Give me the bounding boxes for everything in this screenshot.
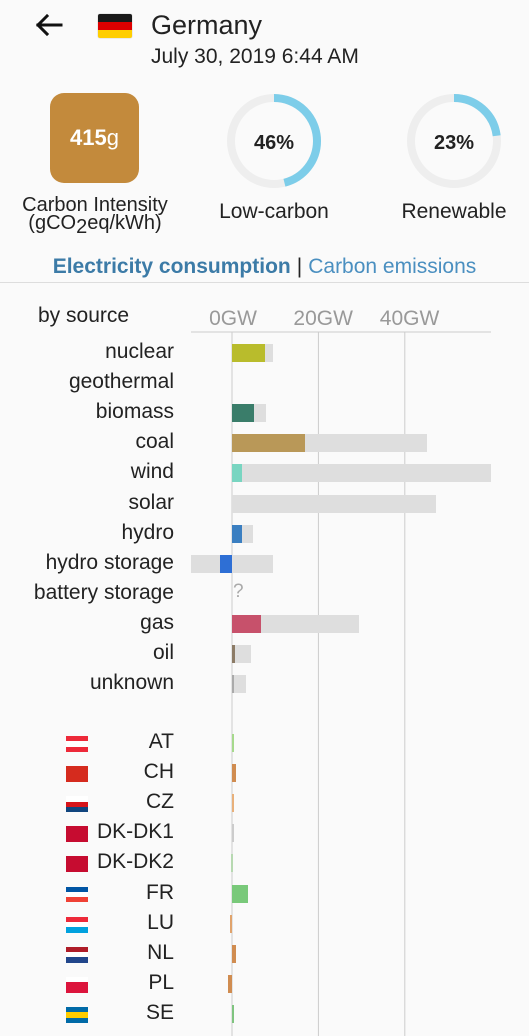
datetime: July 30, 2019 6:44 AM — [151, 45, 359, 68]
exchange-zone-label: FR — [146, 880, 174, 904]
production-bar[interactable] — [232, 675, 234, 694]
production-chart: 0GW 20GW 40GW nuclear geothermal biomass coal w… — [0, 300, 529, 1036]
tab-carbon-emissions[interactable]: Carbon emissions — [308, 255, 477, 278]
capacity-bar — [232, 614, 360, 633]
exchange-zone-label: PL — [148, 970, 174, 994]
exchange-bar[interactable] — [232, 794, 234, 813]
production-bar[interactable] — [232, 404, 255, 423]
capacity-bar — [232, 675, 247, 694]
arrow-left-icon — [35, 13, 63, 37]
low-carbon-label: Low-carbon — [219, 200, 329, 223]
source-label: oil — [152, 641, 174, 664]
carbon-intensity-label: Carbon Intensity (gCO2eq/kWh) — [0, 194, 190, 238]
production-bar[interactable] — [232, 434, 305, 453]
exchange-zone-label: CH — [143, 760, 174, 784]
exchange-zone-label: AT — [148, 730, 174, 753]
zone-flag-icon — [66, 1006, 88, 1023]
exchange-zone-label: NL — [147, 940, 174, 964]
x-tick-label: 20GW — [293, 307, 353, 330]
exchange-zone-label: DK-DK1 — [96, 820, 174, 844]
exchange-zone-label: DK-DK2 — [96, 850, 174, 874]
x-tick-label: 40GW — [379, 307, 440, 330]
source-label: coal — [135, 430, 174, 454]
source-label: gas — [140, 610, 174, 634]
production-bar[interactable] — [232, 645, 236, 663]
exchange-bar[interactable] — [232, 884, 248, 903]
carbon-intensity-value: 415 — [70, 125, 107, 150]
zone-flag-icon — [66, 826, 88, 843]
renewable-value: 23% — [434, 132, 474, 154]
production-bar[interactable] — [232, 464, 242, 483]
capacity-bar — [190, 554, 274, 573]
source-label: hydro — [121, 520, 174, 544]
source-label: geothermal — [68, 370, 174, 394]
renewable-label: Renewable — [401, 200, 507, 223]
low-carbon-donut: 46% — [227, 94, 321, 188]
capacity-bar — [232, 494, 437, 513]
tab-separator: | — [296, 255, 303, 278]
zone-flag-icon — [66, 886, 88, 903]
exchange-bar[interactable] — [232, 824, 234, 843]
zone-flag-icon — [66, 736, 88, 752]
exchange-zone-label: SE — [145, 1000, 174, 1024]
exchange-zone-label: LU — [147, 910, 174, 934]
source-label: solar — [128, 490, 174, 514]
back-button[interactable] — [34, 10, 70, 42]
source-label: nuclear — [105, 340, 174, 363]
zone-flag-icon — [66, 766, 88, 783]
zone-flag-icon — [66, 916, 88, 933]
exchange-zone-label: CZ — [146, 790, 174, 814]
capacity-bar — [232, 464, 492, 483]
divider — [0, 282, 529, 283]
production-bar[interactable] — [219, 554, 232, 573]
exchange-bar[interactable] — [232, 944, 237, 963]
production-bar[interactable] — [232, 524, 242, 543]
exchange-bar[interactable] — [232, 734, 234, 752]
carbon-intensity-title: Carbon Intensity — [22, 194, 168, 216]
mode-tabs: Electricity consumption | Carbon emissions — [0, 255, 529, 279]
exchange-bar[interactable] — [230, 914, 233, 933]
zone-flag-icon — [66, 796, 88, 813]
source-label: unknown — [89, 671, 174, 695]
zone-flag-icon — [66, 946, 88, 963]
renewable-donut: 23% — [407, 94, 501, 188]
country-flag-icon — [98, 14, 132, 38]
production-bar[interactable] — [232, 344, 266, 362]
source-label: biomass — [95, 400, 174, 424]
low-carbon-value: 46% — [254, 132, 294, 154]
source-label: wind — [130, 460, 174, 484]
unknown-marker: ? — [233, 580, 244, 602]
exchange-bar[interactable] — [232, 764, 237, 783]
by-source-label: by source — [38, 304, 130, 327]
carbon-intensity-unit-label: (gCO2eq/kWh) — [28, 212, 162, 238]
production-bar[interactable] — [232, 614, 262, 633]
capacity-bar — [232, 645, 251, 663]
country-name: Germany — [151, 10, 263, 40]
zone-flag-icon — [66, 856, 88, 873]
source-label: hydro storage — [45, 550, 174, 574]
x-tick-label: 0GW — [209, 307, 257, 330]
carbon-intensity-unit: g — [106, 125, 119, 150]
exchange-bar[interactable] — [228, 974, 232, 993]
zone-flag-icon — [66, 976, 88, 993]
tab-electricity-consumption[interactable]: Electricity consumption — [52, 255, 291, 278]
source-label: battery storage — [33, 580, 174, 604]
carbon-intensity-badge: 415 g — [50, 93, 139, 183]
exchange-bar[interactable] — [230, 854, 233, 873]
exchange-bar[interactable] — [232, 1004, 235, 1023]
